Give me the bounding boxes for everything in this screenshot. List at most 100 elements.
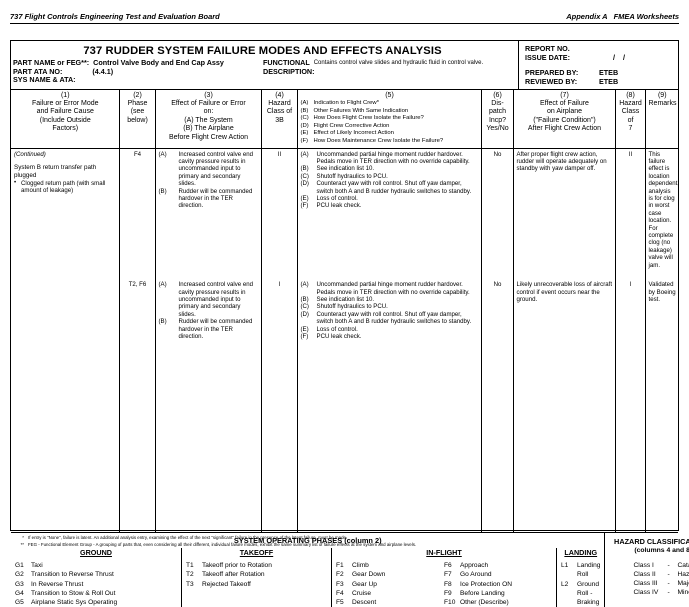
footnotes: * If entry is "None", failure is latent.…: [10, 535, 679, 548]
functional-description-value: Contains control valve slides and hydrau…: [313, 60, 484, 66]
cell-crew-actions: (A) Uncommanded partial hinge moment rudd…: [297, 279, 482, 343]
list-item: G5 Airplane Static Sys Operating: [15, 598, 118, 606]
column-header-9: (9) Remarks: [645, 89, 678, 149]
issue-date-label: ISSUE DATE:: [525, 53, 570, 63]
crew-item: (A) Uncommanded partial hinge moment rudd…: [300, 150, 470, 165]
phases-ground: GROUND G1 Taxi G2 Transition to Reverse Th…: [11, 548, 181, 606]
footnote: * If entry is "None", failure is latent.…: [10, 535, 679, 542]
continued-label: (Continued): [14, 150, 46, 158]
column-header-6: (6) Dis- patch Incp? Yes/No: [481, 89, 514, 149]
list-item: T1 Takeoff prior to Rotation: [186, 562, 272, 570]
cell-effect-after-action: After proper flight crew action, rudder …: [513, 148, 616, 272]
footnote-marker: *: [22, 535, 24, 540]
phases-inflight-right: F6 Approach F7 Go Around F8 Ice Protection …: [444, 561, 552, 606]
list-item: Class I-Catastrophic: [633, 561, 689, 569]
table-row: T2, F6 (A) Increased control valve end ca…: [11, 279, 678, 343]
prepared-by-value: ETEB: [599, 67, 619, 77]
table-header-row: (1) Failure or Error Mode and Failure Ca…: [11, 89, 678, 149]
operating-phases-columns: GROUND G1 Taxi G2 Transition to Reverse Th…: [11, 548, 604, 607]
report-info-box: REPORT NO. ISSUE DATE: / / PREPARED BY: …: [518, 41, 678, 89]
reviewed-by-row: REVIEWED BY: ETEB: [525, 77, 678, 86]
column-number-3: (3): [204, 91, 213, 99]
cell-remarks: Validated by Boeing test.: [648, 281, 676, 303]
crew-item: (B) See indication list 10.: [300, 165, 375, 173]
column-5-subitem: (A) Indication to Flight Crew*: [300, 100, 379, 107]
cell-failure-mode: (Continued) System B return transfer pat…: [11, 148, 120, 272]
column-5-subitem: (E) Effect of Likely Incorrect Action: [300, 130, 394, 137]
crew-item: (F) PCU leak check.: [300, 202, 362, 210]
list-item: Clogged return path (with small amount o…: [14, 179, 117, 195]
part-name-row: PART NAME or FEG**: Control Valve Body a…: [13, 58, 518, 68]
list-item: Class III-Major: [633, 580, 689, 588]
list-item: G1 Taxi: [15, 562, 43, 570]
footnote: ** FEG - Functional Element Group - A gr…: [10, 542, 679, 549]
footnote-text: If entry is "None", failure is latent. A…: [28, 535, 348, 540]
column-header-5: (5) (A) Indication to Flight Crew* (B) Oth…: [297, 89, 482, 149]
operating-phases-title: SYSTEM OPERATING PHASES (column 2): [233, 536, 382, 546]
worksheet-frame: 737 RUDDER SYSTEM FAILURE MODES AND EFFE…: [10, 40, 689, 607]
phases-takeoff: TAKEOFF T1 Takeoff prior to Rotation T2 Ta…: [181, 548, 331, 607]
column-header-7: (7) Effect of Failure on Airplane ("Fail…: [513, 89, 616, 149]
hazard-classifications-list: Class I-Catastrophic Class II-Hazardous …: [611, 561, 689, 598]
list-item: Class II-Hazardous: [633, 570, 689, 578]
list-item: F7 Go Around: [444, 571, 492, 579]
column-number-5: (5): [385, 91, 394, 99]
failure-cause-list: Clogged return path (with small amount o…: [14, 179, 117, 195]
page-title: 737 RUDDER SYSTEM FAILURE MODES AND EFFE…: [83, 45, 442, 57]
crew-item: (C) Shutoff hydraulics to PCU.: [300, 303, 388, 311]
fmea-table: (1) Failure or Error Mode and Failure Ca…: [11, 89, 680, 533]
cell-hazard-class-7: I: [615, 279, 646, 343]
table-row: (Continued) System B return transfer pat…: [11, 148, 680, 272]
hazard-classifications-subtitle: (columns 4 and 8): [634, 546, 689, 554]
phases-inflight: IN-FLIGHT F1 Climb F2 Gear Down F3 Gear Up …: [331, 548, 556, 607]
cell-dispatch-incp: No: [481, 279, 514, 343]
cell-phase: T2, F6: [119, 279, 156, 343]
title-block-left: 737 RUDDER SYSTEM FAILURE MODES AND EFFE…: [11, 41, 518, 89]
column-number-7: (7): [560, 91, 569, 99]
reviewed-by-value: ETEB: [599, 77, 619, 87]
phases-takeoff-caption: TAKEOFF: [239, 548, 274, 558]
effect-item: (B) Rudder will be commanded hardover in …: [158, 318, 253, 340]
footnote-text: FEG - Functional Element Group - A group…: [28, 541, 417, 547]
cell-hazard-class-3b: I: [261, 279, 298, 343]
list-item: F10 Other (Describe): [444, 598, 509, 606]
cell-hazard-class-3b: II: [261, 148, 298, 272]
sys-name-label: SYS NAME & ATA:: [13, 75, 76, 85]
list-item: L2 Ground Roll - Braking: [561, 580, 600, 606]
table-filler-row: [11, 342, 678, 533]
part-name-label: PART NAME or FEG**:: [13, 58, 90, 67]
hazard-classifications-title: HAZARD CLASSIFICATIONS: [614, 537, 689, 547]
crew-item: (D) Counteract yaw with roll control. Shu…: [300, 180, 472, 195]
list-item: F5 Descent: [336, 598, 377, 606]
cell-failure-mode: [11, 279, 120, 343]
issue-date-value: / /: [613, 53, 625, 63]
fmea-worksheet-page: 737 Flight Controls Engineering Test and…: [0, 0, 689, 559]
crew-item: (B) See indication list 10.: [300, 295, 375, 303]
part-name-value: Control Valve Body and End Cap Assy: [93, 58, 224, 67]
crew-item: (E) Loss of control.: [300, 195, 358, 203]
column-number-6: (6): [493, 91, 502, 99]
title-block: 737 RUDDER SYSTEM FAILURE MODES AND EFFE…: [11, 41, 678, 90]
effect-item: (A) Increased control valve end cavity pr…: [158, 150, 254, 188]
column-number-2: (2): [133, 91, 142, 99]
list-item: F2 Gear Down: [336, 571, 386, 579]
phases-landing-items: L1 Landing Roll L2 Ground Roll - Braking: [561, 561, 600, 606]
column-5-subitem: (C) How Does Flight Crew Isolate the Fail…: [300, 115, 424, 122]
list-item: G4 Transition to Stow & Roll Out: [15, 589, 116, 597]
list-item: G3 In Reverse Thrust: [15, 580, 84, 588]
cell-effects: (A) Increased control valve end cavity pr…: [155, 279, 262, 343]
functional-description-label: FUNCTIONAL: [263, 58, 310, 67]
cell-effects: (A) Increased control valve end cavity pr…: [155, 148, 262, 272]
phases-landing: LANDING L1 Landing Roll L2 Ground Roll - B…: [556, 548, 604, 607]
list-item: Class IV-Minor: [633, 589, 689, 597]
sys-name-row: SYS NAME & ATA:: [13, 76, 518, 85]
cell-dispatch-incp: No: [481, 148, 514, 272]
phases-ground-caption: GROUND: [80, 548, 112, 558]
column-5-subitem: (F) How Does Maintenance Crew Isolate the…: [300, 138, 444, 144]
table-row-spacer: [11, 271, 678, 280]
cell-remarks: This failure effect is location dependen…: [648, 150, 680, 269]
prepared-by-row: PREPARED BY: ETEB: [525, 68, 678, 77]
phases-takeoff-items: T1 Takeoff prior to Rotation T2 Takeoff af…: [186, 561, 327, 588]
part-ata-row: PART ATA NO: (4.4.1) DESCRIPTION:: [13, 67, 518, 77]
report-no-label: REPORT NO.: [525, 44, 570, 53]
